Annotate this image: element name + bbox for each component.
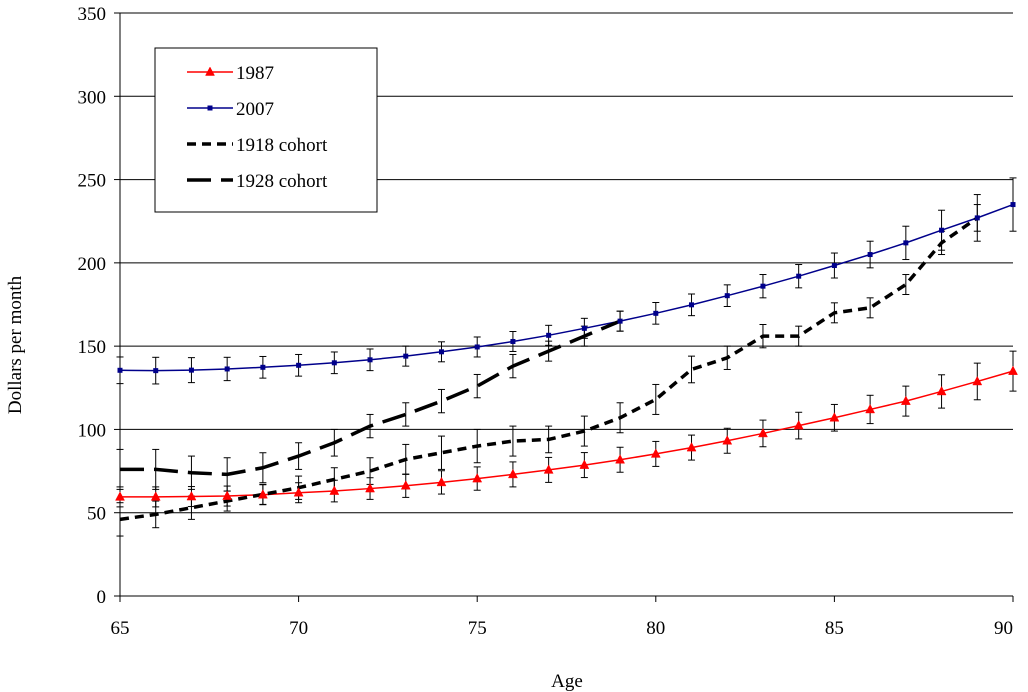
data-point-1987-75: [472, 473, 483, 483]
y-axis-title: Dollars per month: [5, 275, 26, 414]
legend-marker-1987: [205, 66, 215, 76]
data-point-2007-70: [296, 362, 302, 368]
data-point-1987-65: [115, 491, 125, 501]
data-point-2007-76: [510, 338, 516, 344]
data-point-2007-72: [367, 357, 373, 363]
y-tick-label-300: 300: [78, 87, 107, 108]
error-bar-1918-cohort-87: [902, 274, 910, 296]
tick-labels: 0 50 100 150 200 250 300 350 65 70 75 80 85 90: [78, 4, 1014, 639]
data-point-2007-81: [689, 302, 695, 308]
y-tick-label-250: 250: [78, 171, 107, 192]
data-point-1987-76: [508, 468, 518, 479]
data-point-1987-82: [722, 435, 733, 445]
legend-item-2007: 2007: [187, 99, 274, 120]
error-bar-1918-cohort-74: [437, 435, 445, 470]
error-bar-1928-cohort-73: [402, 402, 410, 427]
legend-box: [154, 47, 378, 213]
data-point-2007-85: [831, 263, 837, 269]
data-point-2007-74: [438, 349, 444, 355]
legend-item-1918-cohort: 1918 cohort: [187, 135, 328, 156]
data-point-2007-83: [760, 283, 766, 289]
x-tick-label-70: 70: [289, 618, 308, 639]
data-point-2007-79: [617, 318, 623, 324]
data-point-2007-82: [724, 293, 730, 299]
y-tick-label-0: 0: [97, 587, 107, 608]
data-point-1987-84: [793, 420, 804, 430]
error-bar-1928-cohort-75: [473, 373, 481, 399]
data-point-1987-69: [257, 489, 268, 499]
legend-label-2007: 2007: [236, 99, 274, 120]
data-point-2007-89: [974, 215, 980, 221]
data-point-1987-85: [829, 412, 840, 422]
series-line-1918-cohort: [119, 216, 979, 522]
data-point-1987-79: [615, 454, 625, 464]
legend-item-1987: 1987: [187, 63, 274, 84]
data-point-2007-75: [474, 344, 480, 350]
data-point-2007-66: [153, 368, 159, 374]
data-point-1987-66: [150, 491, 161, 501]
legend-item-1928-cohort: 1928 cohort: [187, 171, 328, 192]
data-point-1987-71: [329, 485, 340, 495]
series-line-2007: [119, 203, 1014, 372]
legend-label-1987: 1987: [236, 63, 274, 84]
series-line-1928-cohort: [120, 319, 621, 477]
y-tick-label-100: 100: [78, 420, 107, 441]
data-point-2007-69: [260, 364, 266, 370]
data-point-1987-68: [222, 490, 233, 500]
x-tick-label-90: 90: [994, 618, 1013, 639]
data-point-2007-77: [546, 332, 552, 338]
series-lines: [119, 203, 1014, 522]
y-tick-label-50: 50: [87, 504, 106, 525]
x-tick-label-80: 80: [646, 618, 665, 639]
legend: 1987 2007 1918 cohort 1928 cohort: [154, 47, 378, 213]
data-point-2007-88: [939, 227, 945, 233]
legend-label-1918-cohort: 1918 cohort: [236, 135, 328, 156]
data-point-1987-72: [365, 483, 375, 493]
legend-label-1928-cohort: 1928 cohort: [236, 171, 328, 192]
data-point-2007-86: [867, 252, 873, 258]
data-point-2007-65: [117, 367, 123, 373]
data-point-1987-86: [865, 403, 876, 414]
data-point-1987-70: [293, 487, 304, 497]
x-tick-label-65: 65: [111, 618, 130, 639]
y-tick-label-350: 350: [78, 4, 107, 25]
data-point-1987-78: [579, 459, 590, 469]
data-point-2007-68: [224, 366, 230, 372]
data-point-1987-88: [936, 385, 947, 396]
x-tick-label-75: 75: [468, 618, 487, 639]
error-bar-1918-cohort-81: [688, 355, 696, 384]
data-point-1987-80: [650, 448, 661, 458]
error-bars: [116, 177, 1017, 537]
x-tick-label-85: 85: [825, 618, 844, 639]
data-point-2007-90: [1010, 202, 1016, 208]
error-bar-1928-cohort-74: [437, 388, 445, 414]
data-point-1987-90: [1008, 365, 1018, 375]
data-point-1987-73: [400, 480, 411, 490]
data-point-2007-87: [903, 240, 909, 246]
legend-marker-2007: [207, 105, 213, 111]
data-point-2007-73: [403, 353, 409, 359]
data-point-1987-89: [972, 375, 983, 386]
data-point-2007-71: [331, 360, 337, 366]
data-point-2007-67: [188, 367, 194, 373]
y-tick-label-200: 200: [78, 254, 107, 275]
error-bar-1918-cohort-76: [509, 425, 517, 457]
data-point-1987-67: [186, 491, 197, 501]
data-point-2007-84: [796, 273, 802, 279]
error-bar-1918-cohort-86: [866, 297, 874, 319]
data-point-2007-78: [581, 325, 587, 331]
data-point-1987-81: [686, 442, 697, 452]
data-point-2007-80: [653, 310, 659, 316]
series-markers: [115, 202, 1018, 501]
data-point-1987-87: [900, 395, 911, 405]
x-axis-title: Age: [551, 671, 583, 692]
data-point-1987-83: [758, 427, 768, 438]
y-tick-label-150: 150: [78, 337, 107, 358]
error-bar-1918-cohort-80: [652, 383, 660, 415]
data-point-1987-74: [436, 476, 447, 487]
data-point-1987-77: [543, 464, 554, 474]
